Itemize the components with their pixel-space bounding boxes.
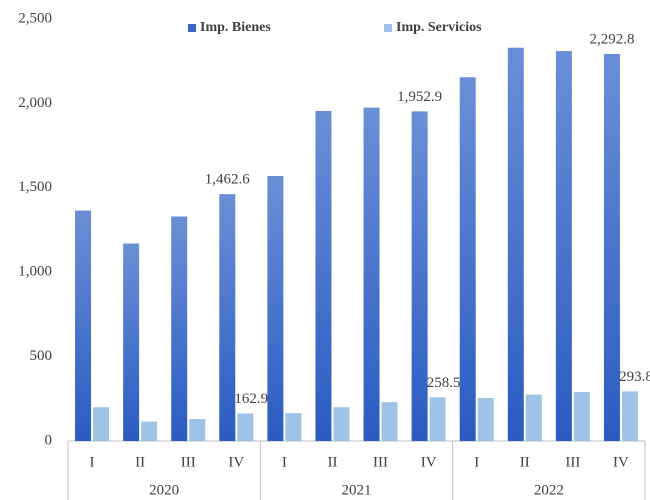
value-label: 162.9 [234, 391, 268, 407]
value-label: 1,952.9 [397, 89, 442, 105]
x-tick-label: IV [421, 454, 437, 470]
bar [219, 194, 236, 441]
bar [573, 392, 590, 441]
x-tick-label: III [565, 454, 580, 470]
y-tick-label: 0 [45, 432, 53, 448]
x-tick-label: III [373, 454, 388, 470]
bar [525, 394, 542, 441]
legend-swatch [188, 24, 196, 32]
x-tick-label: I [90, 454, 95, 470]
bar [141, 421, 158, 441]
bar [75, 210, 92, 441]
bar [285, 413, 302, 441]
y-tick-label: 1,000 [18, 264, 52, 280]
legend-swatch [384, 24, 392, 32]
bar [93, 407, 110, 441]
x-tick-label: II [135, 454, 145, 470]
y-tick-label: 2,500 [18, 10, 52, 26]
value-label: 2,292.8 [589, 31, 634, 47]
y-tick-label: 2,000 [18, 95, 52, 111]
bar [411, 111, 428, 442]
bar [315, 110, 332, 441]
bar [381, 402, 398, 441]
bar [237, 413, 254, 441]
bar [477, 397, 494, 441]
bar [621, 391, 638, 441]
value-label: 258.5 [427, 375, 461, 391]
bar [333, 407, 350, 441]
legend-label: Imp. Bienes [200, 20, 271, 35]
x-tick-label: III [181, 454, 196, 470]
bar [363, 107, 380, 442]
bar [603, 53, 620, 441]
bar [189, 419, 206, 441]
x-tick-label: IV [613, 454, 629, 470]
x-tick-label: II [520, 454, 530, 470]
group-label: 2020 [149, 482, 179, 498]
bar [429, 397, 446, 441]
bar [507, 47, 524, 442]
y-tick-label: 1,500 [18, 179, 52, 195]
group-label: 2021 [342, 482, 372, 498]
x-tick-label: II [327, 454, 337, 470]
bar [459, 77, 476, 442]
bar [555, 51, 572, 442]
y-tick-label: 500 [30, 348, 53, 364]
x-tick-label: I [282, 454, 287, 470]
x-tick-label: IV [228, 454, 244, 470]
x-tick-label: I [474, 454, 479, 470]
group-label: 2022 [534, 482, 564, 498]
value-label: 293.8 [619, 369, 650, 385]
legend-label: Imp. Servicios [396, 20, 482, 35]
bar [123, 243, 140, 441]
value-label: 1,462.6 [205, 172, 251, 188]
bar [267, 175, 284, 441]
bar [171, 216, 188, 441]
